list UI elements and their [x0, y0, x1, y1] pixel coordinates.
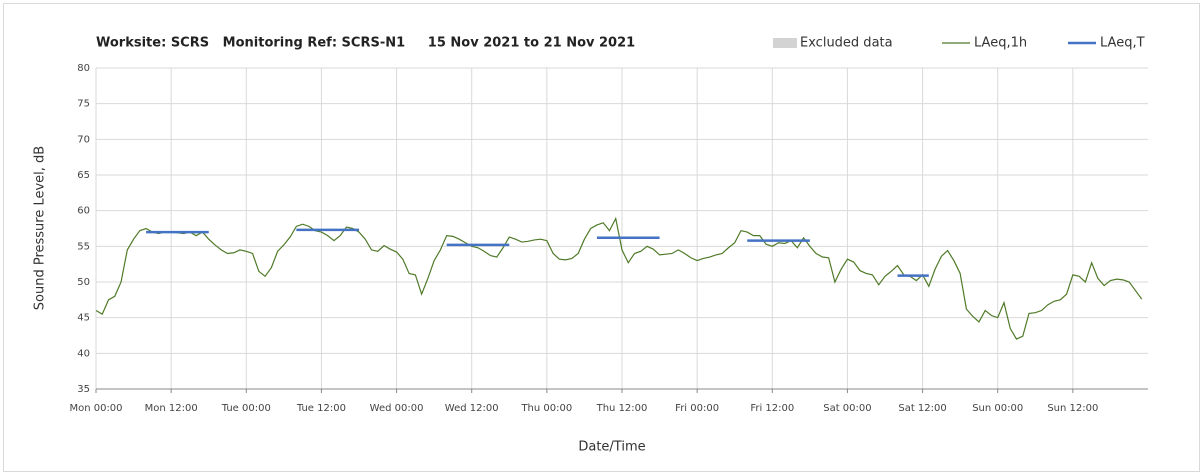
y-tick-label: 65 — [77, 170, 90, 181]
legend-label: Excluded data — [800, 36, 893, 51]
x-tick-label: Mon 12:00 — [145, 403, 198, 414]
chart-title: Worksite: SCRS Monitoring Ref: SCRS-N1 1… — [96, 36, 635, 51]
x-tick-label: Tue 12:00 — [296, 403, 346, 414]
y-tick-label: 35 — [77, 384, 90, 395]
line-series — [95, 216, 1143, 340]
x-tick-label: Sun 12:00 — [1047, 403, 1098, 414]
x-tick-label: Thu 00:00 — [520, 403, 572, 414]
x-tick-label: Mon 00:00 — [69, 403, 122, 414]
x-tick-label: Sat 00:00 — [823, 403, 871, 414]
y-tick-label: 50 — [77, 277, 90, 288]
x-tick-label: Wed 12:00 — [445, 403, 499, 414]
x-tick-label: Wed 00:00 — [370, 403, 424, 414]
y-tick-label: 45 — [77, 313, 90, 324]
legend-label: LAeq,T — [1100, 36, 1145, 51]
x-tick-label: Thu 12:00 — [596, 403, 648, 414]
y-tick-label: 80 — [77, 63, 90, 74]
x-tick-label: Tue 00:00 — [221, 403, 271, 414]
y-tick-label: 55 — [77, 241, 90, 252]
x-tick-label: Sun 00:00 — [972, 403, 1023, 414]
y-tick-label: 70 — [77, 134, 90, 145]
y-axis-label: Sound Pressure Level, dB — [33, 146, 48, 310]
y-tick-label: 40 — [77, 348, 90, 359]
x-tick-label: Fri 12:00 — [750, 403, 794, 414]
legend-label: LAeq,1h — [974, 36, 1027, 51]
y-tick-label: 60 — [77, 206, 90, 217]
x-tick-label: Sat 12:00 — [898, 403, 946, 414]
y-tick-label: 75 — [77, 99, 90, 110]
x-axis-label: Date/Time — [578, 440, 645, 455]
legend-swatch — [773, 38, 797, 48]
x-tick-label: Fri 00:00 — [675, 403, 719, 414]
